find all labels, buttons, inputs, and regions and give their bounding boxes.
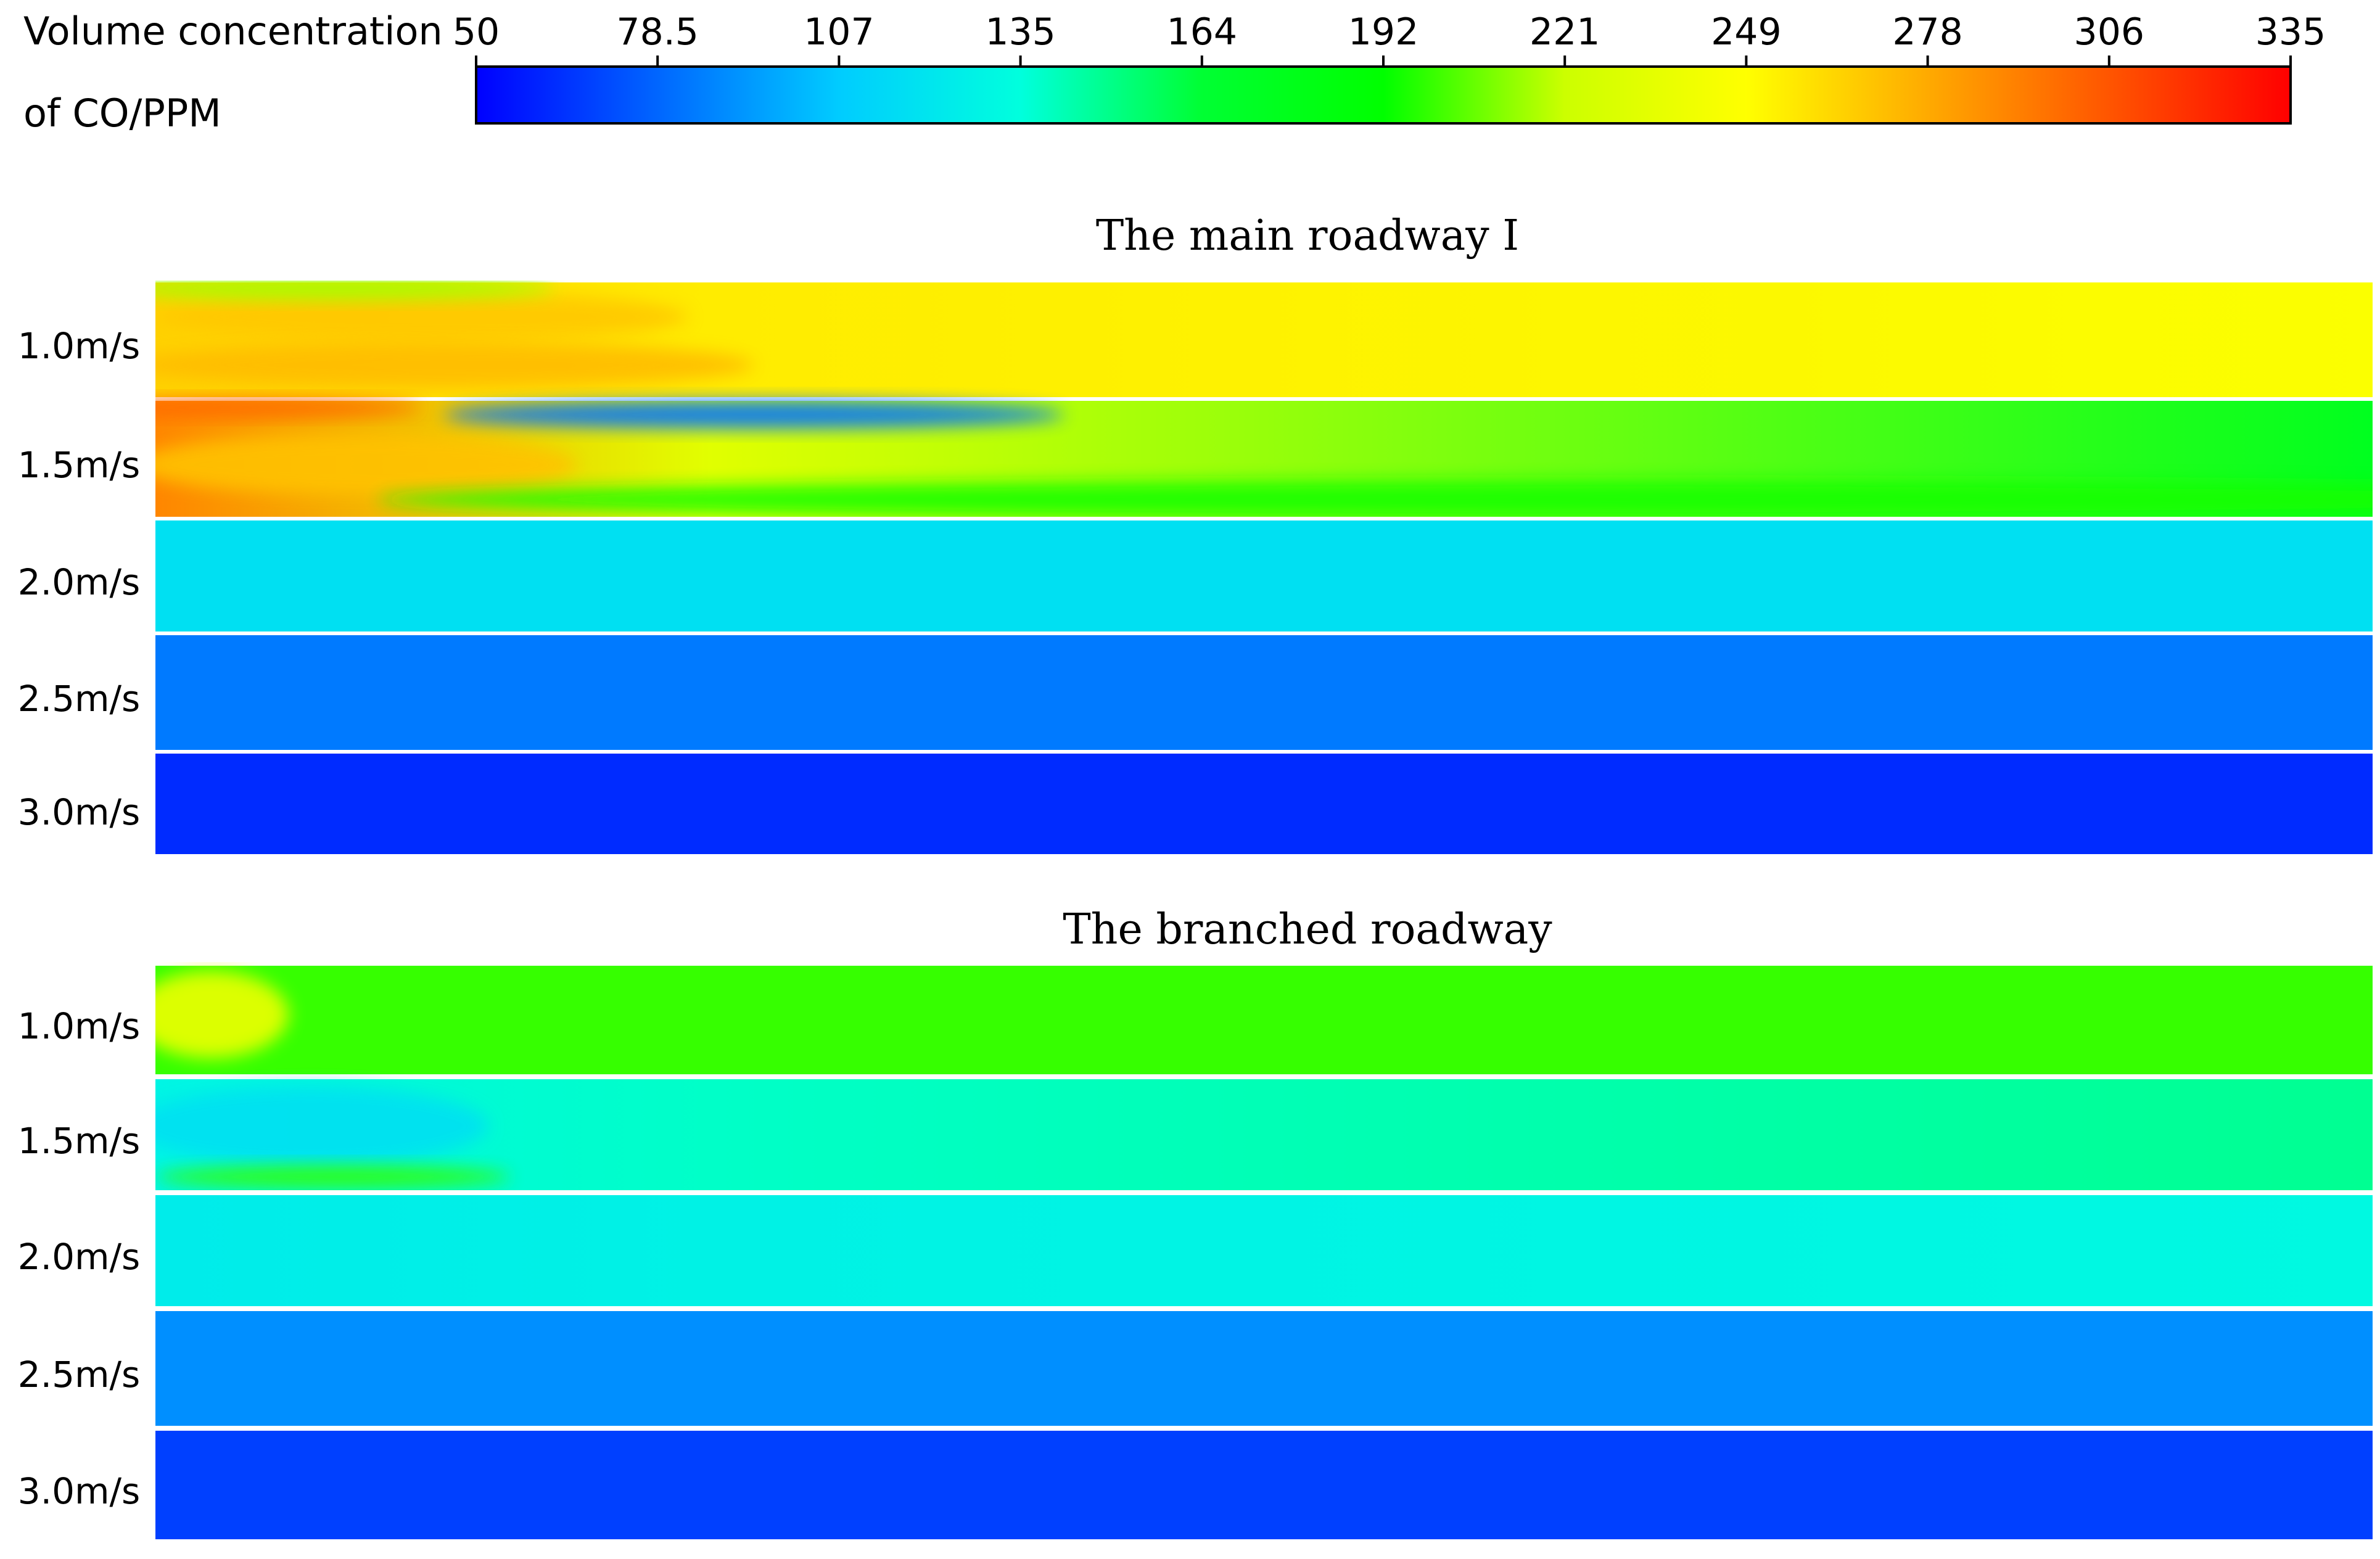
- heatmap-row: [155, 635, 2373, 750]
- row-label: 1.5m/s: [18, 444, 141, 486]
- heatmap-feature: [155, 342, 754, 389]
- row-separator: [155, 517, 2373, 520]
- row-separator: [155, 1190, 2373, 1195]
- heatmap-feature: [155, 434, 577, 495]
- colorbar-tick-label: 249: [1711, 10, 1782, 54]
- heatmap-row: [155, 754, 2373, 854]
- colorbar-tick-label: 135: [985, 10, 1056, 54]
- colorbar-tick-label: 306: [2074, 10, 2145, 54]
- heatmap-feature: [443, 401, 1064, 429]
- colorbar-tick-label: 107: [804, 10, 875, 54]
- heatmap-feature: [155, 971, 289, 1058]
- row-separator: [155, 1539, 2373, 1542]
- panel-title-main-roadway: The main roadway Ⅰ: [1096, 212, 1519, 260]
- colorbar-title-line-2: of CO/PPM: [23, 91, 221, 136]
- row-labels-main-roadway: 1.0m/s 1.5m/s 2.0m/s 2.5m/s 3.0m/s: [18, 325, 141, 833]
- row-label: 2.5m/s: [18, 1354, 141, 1396]
- row-separator: [155, 1426, 2373, 1431]
- colorbar-tick-label: 221: [1530, 10, 1600, 54]
- panel-title-branched-roadway: The branched roadway: [1063, 905, 1552, 954]
- row-label: 3.0m/s: [18, 791, 141, 833]
- row-label: 2.5m/s: [18, 678, 141, 720]
- heatmap-row: [155, 966, 2373, 1074]
- row-separator: [155, 397, 2373, 401]
- colorbar-tick-label: 50: [453, 10, 500, 54]
- row-label: 3.0m/s: [18, 1470, 141, 1512]
- panel-branched-roadway: The branched roadway 1.0m/s 1.5m/s 2.0m/s 2…: [18, 905, 2373, 1542]
- row-labels-branched-roadway: 1.0m/s 1.5m/s 2.0m/s 2.5m/s 3.0m/s: [18, 1005, 141, 1512]
- row-label: 1.5m/s: [18, 1120, 141, 1162]
- row-label: 2.0m/s: [18, 1236, 141, 1278]
- heatmap-rows-branched-roadway: [155, 966, 2373, 1542]
- colorbar: [475, 65, 2292, 125]
- colorbar-tick-label: 278: [1892, 10, 1963, 54]
- panel-main-roadway: The main roadway Ⅰ 1.0m/s 1.5m/s 2.0m/s 2.5…: [18, 212, 2373, 862]
- heatmap-feature: [155, 398, 422, 418]
- heatmap-feature: [377, 480, 2373, 518]
- row-separator: [155, 1306, 2373, 1311]
- row-label: 1.0m/s: [18, 1005, 141, 1047]
- colorbar-tick-label: 335: [2255, 10, 2326, 54]
- heatmap-rows-main-roadway: [155, 281, 2373, 862]
- row-separator: [155, 631, 2373, 635]
- heatmap-row: [155, 1431, 2373, 1539]
- colorbar-title-line-1: Volume concentration: [23, 9, 443, 54]
- colorbar-tick-label: 78.5: [616, 10, 699, 54]
- heatmap-row: [155, 1195, 2373, 1306]
- row-label: 2.0m/s: [18, 561, 141, 603]
- heatmap-row: [155, 520, 2373, 631]
- colorbar-ticks: 50 78.5 107 135 164 192 221 249 278 306 335: [453, 10, 2326, 67]
- row-separator: [155, 750, 2373, 754]
- colorbar-tick-label: 192: [1348, 10, 1419, 54]
- heatmap-row: [155, 1079, 2373, 1190]
- row-label: 1.0m/s: [18, 325, 141, 367]
- row-separator: [155, 1074, 2373, 1079]
- heatmap-feature: [155, 1087, 488, 1165]
- heatmap-feature: [155, 291, 688, 342]
- colorbar-legend: Volume concentration of CO/PPM 50 78.5 107…: [23, 9, 2326, 136]
- heatmap-feature: [155, 281, 554, 300]
- row-separator: [155, 858, 2373, 862]
- heatmap-row: [155, 1311, 2373, 1426]
- colorbar-tick-label: 164: [1167, 10, 1238, 54]
- heatmap-feature: [155, 1166, 511, 1188]
